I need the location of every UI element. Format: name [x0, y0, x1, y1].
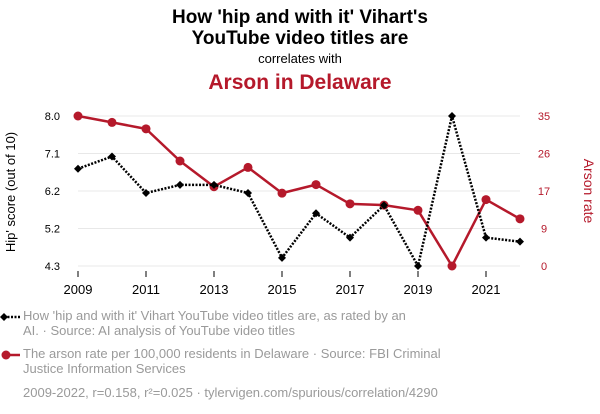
legend-item1-line2: AI. · Source: AI analysis of YouTube vid… — [23, 323, 295, 338]
y-left-tick-label-0: 4.3 — [45, 261, 60, 273]
arson-rate-point-2010 — [107, 117, 117, 127]
hip-score-line — [77, 115, 521, 270]
x-tick-label-2013: 2013 — [200, 282, 229, 297]
hip-score-point-2015 — [278, 253, 286, 262]
hip-score-point-2019 — [414, 262, 422, 270]
y-left-tick-label-3: 7.1 — [45, 149, 60, 161]
legend: How 'hip and with it' Vihart YouTube vid… — [0, 308, 441, 376]
legend-circle-marker — [1, 350, 11, 360]
hip-score-point-2022 — [516, 237, 524, 246]
hip-score-point-2016 — [312, 209, 320, 218]
arson-rate-point-2014 — [243, 162, 253, 172]
arson-rate-point-2016 — [311, 180, 321, 190]
arson-rate-point-2012 — [175, 156, 185, 166]
hip-score-point-2012 — [176, 180, 184, 189]
hip-score-point-2020 — [448, 112, 456, 120]
hip-score-point-2017 — [346, 233, 354, 242]
y-right-tick-label-0: 0 — [541, 261, 547, 273]
legend-item-hip-score: How 'hip and with it' Vihart YouTube vid… — [0, 308, 406, 338]
x-tick-label-2011: 2011 — [132, 282, 160, 297]
hip-score-point-2018 — [380, 201, 388, 210]
hip-score-point-2009 — [74, 164, 82, 173]
footer-stats: 2009-2022, r=0.158, r²=0.025 · tylervige… — [23, 385, 438, 400]
y-left-tick-label-1: 5.2 — [45, 224, 60, 236]
chart-title-line1: How 'hip and with it' Vihart's — [172, 7, 428, 28]
chart-connector: correlates with — [258, 51, 342, 66]
hip-score-point-2010 — [108, 152, 116, 161]
y-left-axis-label: Hip' score (out of 10) — [3, 132, 18, 252]
arson-rate-point-2015 — [277, 188, 287, 198]
y-left-tick-label-4: 8.0 — [45, 111, 60, 123]
legend-item2-line2: Justice Information Services — [23, 361, 186, 376]
series-arson-rate — [73, 111, 525, 271]
arson-rate-point-2017 — [345, 199, 355, 209]
y-right-tick-label-1: 9 — [541, 224, 547, 236]
y-left-tick-label-2: 6.2 — [45, 186, 60, 198]
arson-rate-point-2019 — [413, 205, 423, 215]
hip-score-point-2021 — [482, 233, 490, 242]
x-axis-ticks: 2009 2011 2013 2015 2017 2019 2021 — [64, 271, 501, 297]
y-right-tick-label-4: 35 — [538, 111, 550, 123]
arson-rate-point-2011 — [141, 124, 151, 134]
arson-rate-point-2022 — [515, 214, 525, 224]
hip-score-point-2013 — [210, 180, 218, 189]
legend-item2-line1: The arson rate per 100,000 residents in … — [23, 346, 441, 361]
y-right-axis-label: Arson rate — [581, 159, 597, 224]
chart-title-line2: YouTube video titles are — [192, 28, 409, 49]
arson-rate-point-2020 — [447, 261, 457, 271]
y-right-axis-ticks: 0 9 17 26 35 — [538, 111, 550, 273]
chart-subtitle: Arson in Delaware — [208, 71, 391, 94]
x-tick-label-2017: 2017 — [336, 282, 365, 297]
arson-rate-point-2021 — [481, 195, 491, 205]
arson-rate-line — [77, 114, 521, 268]
legend-item1-line1: How 'hip and with it' Vihart YouTube vid… — [23, 308, 406, 323]
hip-score-point-2014 — [244, 189, 252, 198]
x-tick-label-2021: 2021 — [472, 282, 501, 297]
y-right-tick-label-2: 17 — [538, 186, 550, 198]
y-right-tick-label-3: 26 — [538, 149, 550, 161]
x-tick-label-2015: 2015 — [268, 282, 297, 297]
y-left-axis-ticks: 4.3 5.2 6.2 7.1 8.0 — [45, 111, 60, 273]
x-tick-label-2019: 2019 — [404, 282, 433, 297]
hip-score-point-2011 — [142, 189, 150, 198]
x-tick-label-2009: 2009 — [64, 282, 93, 297]
series-hip-score — [74, 112, 524, 270]
legend-item-arson-rate: The arson rate per 100,000 residents in … — [1, 346, 441, 376]
arson-rate-point-2009 — [73, 111, 83, 121]
legend-diamond-marker — [0, 313, 8, 321]
